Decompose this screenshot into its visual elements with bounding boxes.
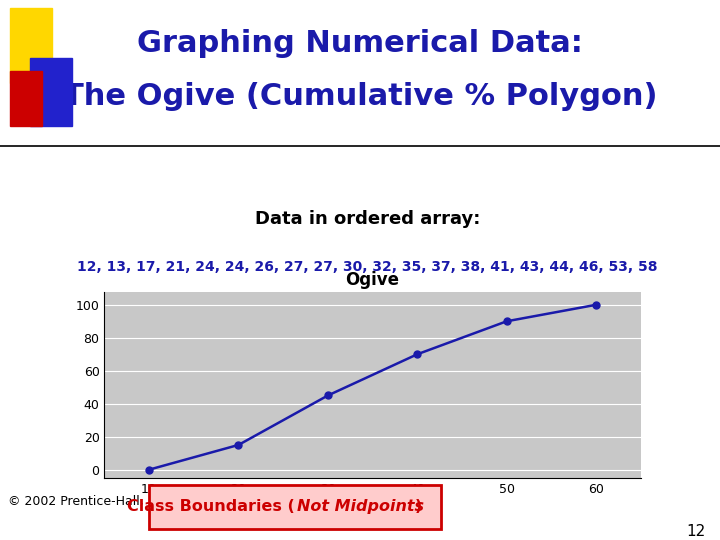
Text: The Ogive (Cumulative % Polygon): The Ogive (Cumulative % Polygon) [63, 82, 657, 111]
Bar [30, 58, 72, 126]
Text: 12, 13, 17, 21, 24, 24, 26, 27, 27, 30, 32, 35, 37, 38, 41, 43, 44, 46, 53, 58: 12, 13, 17, 21, 24, 24, 26, 27, 27, 30, … [77, 260, 657, 274]
Text: ): ) [415, 500, 422, 515]
Text: 12: 12 [687, 524, 706, 539]
Bar [10, 71, 42, 126]
Text: Graphing Numerical Data:: Graphing Numerical Data: [137, 29, 583, 58]
FancyBboxPatch shape [149, 485, 441, 529]
Text: © 2002 Prentice-Hall, Inc.: © 2002 Prentice-Hall, Inc. [8, 495, 170, 509]
Text: Class Boundaries (: Class Boundaries ( [127, 500, 295, 515]
Bar [10, 8, 52, 83]
Title: Ogive: Ogive [346, 271, 400, 289]
Text: Not Midpoints: Not Midpoints [297, 500, 424, 515]
Text: Data in ordered array:: Data in ordered array: [254, 210, 480, 228]
